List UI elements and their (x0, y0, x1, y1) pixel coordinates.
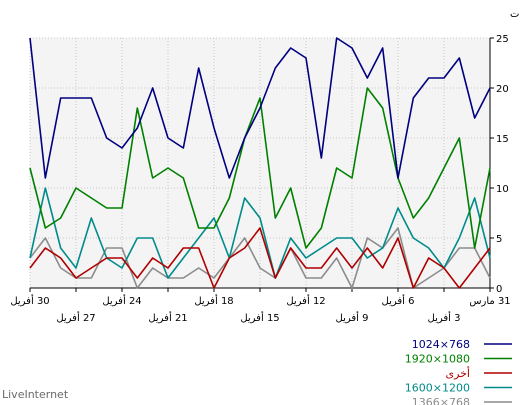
series-line-1 (29, 87, 491, 249)
legend-label: 1920×1080 (405, 353, 470, 366)
x-tick-label: 24 أفريل (102, 294, 141, 307)
series-line-2 (29, 227, 491, 289)
watermark-text: LiveInternet (2, 388, 69, 401)
x-tick-label: 18 أفريل (194, 294, 233, 307)
legend-label: أخرى (445, 366, 470, 380)
y-axis-label: المرات (510, 9, 520, 20)
legend-label: 1600×1200 (405, 382, 470, 395)
x-tick-label: 21 أفريل (148, 311, 187, 324)
x-tick-label: 31 مارس (469, 296, 510, 307)
legend-label: 1366×768 (412, 396, 470, 405)
x-tick-label: 9 أفريل (336, 311, 369, 324)
series-lines (29, 37, 491, 289)
x-tick-label: 6 أفريل (382, 294, 415, 307)
y-tick-label: 10 (496, 184, 509, 195)
x-tick-label: 27 أفريل (56, 311, 95, 324)
series-line-0 (29, 37, 491, 179)
y-tick-label: 20 (496, 84, 509, 95)
x-tick-label: 15 أفريل (240, 311, 279, 324)
plot-area (30, 38, 490, 288)
y-tick-label: 5 (496, 234, 502, 245)
tick-labels: 0 5 10 15 20 25 30 أفريل 24 أفريل 18 أفريل 12 أفر… (10, 34, 510, 324)
x-tick-label: 3 أفريل (428, 311, 461, 324)
y-tick-label: 25 (496, 34, 509, 45)
legend-label: 1024×768 (412, 338, 470, 351)
y-tick-label: 15 (496, 134, 509, 145)
y-tick-label: 0 (496, 284, 502, 295)
x-tick-label: 30 أفريل (10, 294, 49, 307)
x-tick-label: 12 أفريل (286, 294, 325, 307)
